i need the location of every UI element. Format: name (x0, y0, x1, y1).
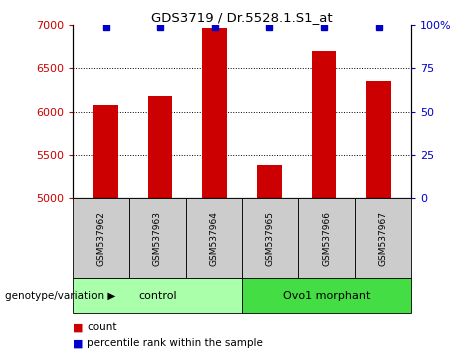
Bar (312, 51, 336, 198)
Text: control: control (138, 291, 177, 301)
Bar (257, 165, 282, 198)
Text: GSM537963: GSM537963 (153, 211, 162, 266)
Title: GDS3719 / Dr.5528.1.S1_at: GDS3719 / Dr.5528.1.S1_at (151, 11, 333, 24)
Text: genotype/variation ▶: genotype/variation ▶ (5, 291, 115, 301)
Bar (148, 96, 172, 198)
Text: GSM537965: GSM537965 (266, 211, 275, 266)
Bar (203, 28, 227, 198)
Bar (366, 81, 391, 198)
Text: count: count (87, 322, 117, 332)
Text: GSM537962: GSM537962 (96, 211, 106, 266)
Text: GSM537964: GSM537964 (209, 211, 219, 266)
Bar (94, 105, 118, 198)
Text: ■: ■ (73, 322, 83, 332)
Text: Ovo1 morphant: Ovo1 morphant (283, 291, 370, 301)
Text: GSM537966: GSM537966 (322, 211, 331, 266)
Text: GSM537967: GSM537967 (378, 211, 388, 266)
Text: ■: ■ (73, 338, 83, 348)
Text: percentile rank within the sample: percentile rank within the sample (87, 338, 263, 348)
